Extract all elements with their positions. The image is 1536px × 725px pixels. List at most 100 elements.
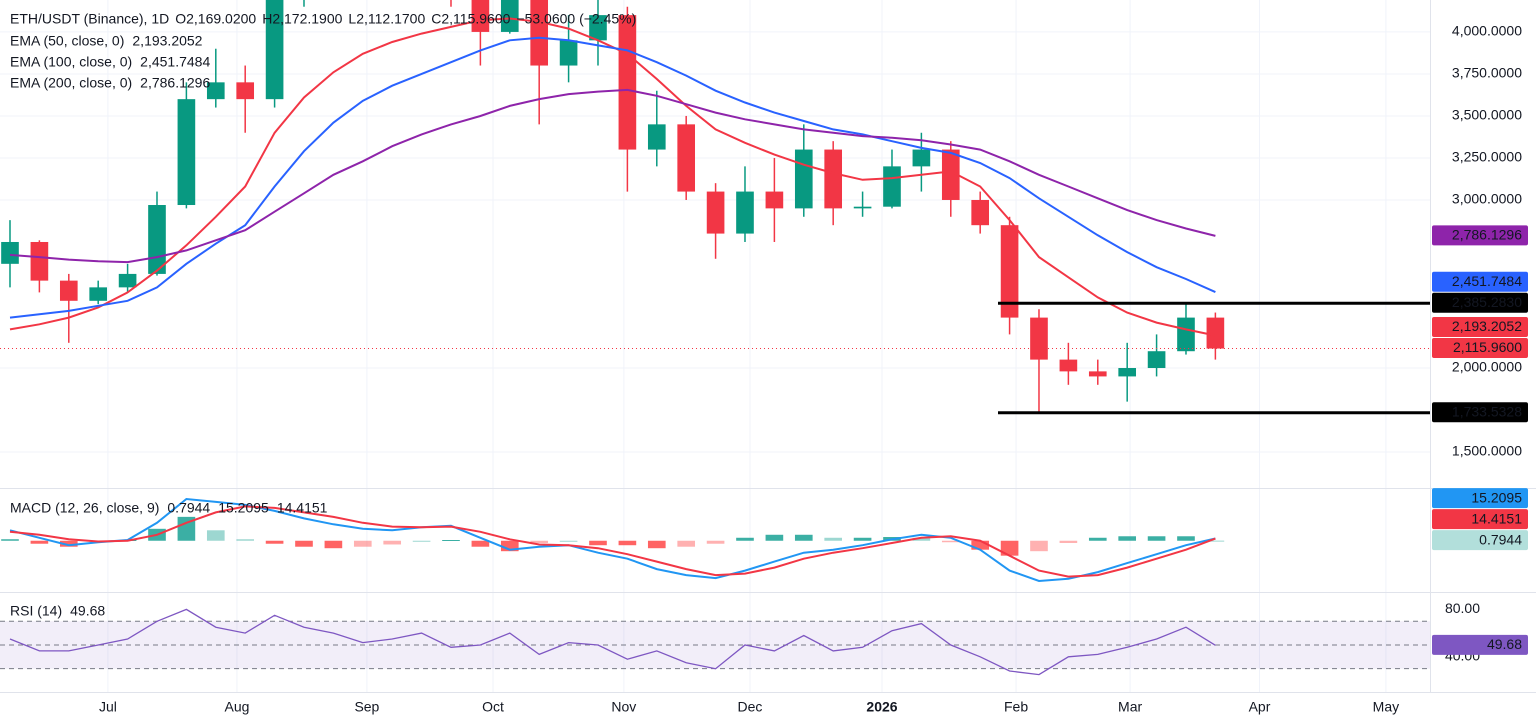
macd-histogram-bar	[1147, 536, 1166, 541]
x-tick-label: May	[1373, 699, 1399, 715]
macd-histogram-bar	[383, 540, 402, 545]
macd-histogram-bar	[1177, 536, 1195, 541]
candle-body	[941, 149, 960, 200]
macd-histogram-bar	[177, 516, 196, 541]
price-tag-label: 2,385.2830	[1452, 294, 1522, 310]
ohlc-value: 2,172.1900	[272, 11, 342, 27]
rsi-value: 49.68	[70, 603, 105, 619]
price-tag	[1432, 271, 1528, 292]
price-tag	[1432, 402, 1528, 423]
candle-body	[677, 124, 696, 192]
ohlc-key: L	[348, 11, 356, 27]
macd-histogram-bar	[1206, 540, 1225, 542]
macd-histogram-bar	[236, 539, 255, 541]
macd-histogram-bar	[736, 537, 754, 541]
macd-histogram-bar	[853, 537, 872, 541]
macd-histogram-bar	[1, 539, 19, 541]
x-tick-label: Aug	[225, 699, 250, 715]
candle-body	[265, 0, 284, 100]
candle-body	[118, 273, 137, 288]
legend-value: 2,451.7484	[140, 54, 210, 70]
y-tick-label: 1,500.0000	[1452, 443, 1522, 459]
macd-histogram-bar	[353, 540, 372, 547]
candle-body	[647, 124, 666, 150]
candle-body	[30, 241, 49, 281]
candle-body	[148, 205, 166, 274]
macd-histogram-bar	[794, 534, 813, 541]
x-tick-label: 2026	[866, 699, 897, 715]
candle-body	[706, 191, 725, 234]
candle-body	[1030, 317, 1048, 360]
legend-entry: EMA (200, close, 0)	[10, 75, 132, 91]
candle-body	[1088, 371, 1107, 377]
signal-line	[9, 505, 1216, 578]
macd-histogram-bar	[324, 540, 343, 549]
macd-pane	[1, 497, 1225, 583]
macd-histogram-bar	[206, 530, 225, 541]
x-tick-label: Mar	[1118, 699, 1142, 715]
macd-histogram-bar	[706, 540, 725, 544]
price-tag-label: 1,733.5328	[1452, 403, 1522, 419]
legend-value: 2,193.2052	[132, 33, 202, 49]
candle-body	[559, 40, 578, 66]
rsi-title: RSI (14)	[10, 603, 62, 619]
macd-histogram-bar	[1088, 537, 1107, 541]
macd-histogram-bar	[500, 540, 519, 552]
y-tick-label: 2,000.0000	[1452, 359, 1522, 375]
price-tag	[1432, 317, 1528, 338]
candle-body	[765, 191, 784, 209]
price-tag-label: 15.2095	[1471, 489, 1522, 505]
candle-body	[971, 199, 990, 226]
candle-body	[853, 206, 872, 209]
legend-value: 2,786.1296	[140, 75, 210, 91]
ohlc-value: 2,115.9600	[441, 11, 510, 27]
price-tag	[1432, 338, 1528, 359]
candle-body	[471, 0, 490, 32]
x-tick-label: Nov	[611, 699, 636, 715]
macd-histogram-bar	[265, 540, 284, 544]
price-tag	[1432, 488, 1528, 509]
x-tick-label: Sep	[354, 699, 379, 715]
macd-histogram-bar	[647, 540, 666, 549]
price-tag-label: 2,786.1296	[1452, 227, 1522, 243]
candle-body	[1177, 317, 1195, 352]
price-tag	[1432, 634, 1528, 655]
price-tag-label: 0.7944	[1479, 531, 1522, 547]
macd-hist-value: 0.7944	[167, 500, 210, 516]
ohlc-key: C	[431, 11, 441, 27]
macd-histogram-bar	[1118, 536, 1137, 541]
candle-body	[89, 287, 108, 301]
candle-body	[1000, 225, 1019, 318]
ohlc-value: 2,169.0200	[186, 11, 256, 27]
ema-line	[9, 88, 1216, 264]
x-tick-label: Oct	[482, 699, 504, 715]
x-tick-label: Dec	[738, 699, 763, 715]
candle-body	[206, 82, 225, 100]
macd-histogram-bar	[941, 540, 960, 543]
legend: ETH/USDT (Binance), 1D O 2,169.0200 H 2,172.…	[10, 11, 636, 619]
price-tag-label: 2,451.7484	[1452, 273, 1522, 289]
y-tick-label: 3,000.0000	[1452, 191, 1522, 207]
candle-body	[530, 0, 549, 66]
macd-histogram-bar	[442, 540, 460, 541]
x-tick-label: Jul	[99, 699, 117, 715]
change-value: −53.0600 (−2.45%)	[516, 11, 636, 27]
macd-histogram-bar	[59, 540, 78, 547]
price-tag-label: 2,193.2052	[1452, 318, 1522, 334]
price-tag	[1432, 225, 1528, 246]
ohlc-key: H	[262, 11, 272, 27]
macd-histogram-bar	[824, 537, 843, 541]
ema-line	[9, 36, 1216, 319]
price-pane	[0, 0, 1430, 415]
macd-histogram-bar	[471, 540, 490, 547]
rsi-pane	[0, 608, 1430, 676]
price-tag	[1432, 530, 1528, 551]
candle-body	[824, 149, 843, 209]
price-tag	[1432, 509, 1528, 530]
candle-body	[618, 15, 637, 150]
candle-body	[883, 166, 901, 207]
price-tag-label: 49.68	[1487, 636, 1522, 652]
legend-entry: EMA (100, close, 0)	[10, 54, 132, 70]
macd-line	[9, 497, 1216, 583]
